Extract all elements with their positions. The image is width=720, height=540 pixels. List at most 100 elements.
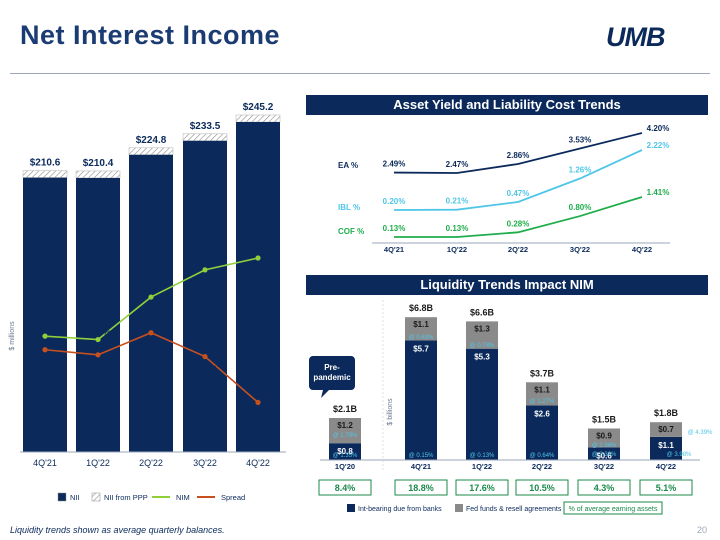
- liquidity-legend-label: % of average earning assets: [569, 506, 658, 513]
- nim-point: [42, 333, 48, 339]
- spread-point: [255, 399, 261, 406]
- fed-funds-rate: @ 2.96%: [592, 443, 617, 449]
- due-from-banks-rate: @ 0.64%: [530, 453, 555, 459]
- nii-legend-swatch: [57, 492, 67, 502]
- ibl-value-label: 1.26%: [569, 166, 592, 175]
- nim-point: [148, 294, 154, 300]
- due-from-banks-label: $0.6: [596, 451, 612, 460]
- fed-funds-rate: @ 0.78%: [470, 343, 495, 349]
- pct-avg-earning-value: 5.1%: [656, 483, 677, 493]
- ppp-bar: [182, 133, 228, 142]
- nim-label: 2.83%: [245, 242, 271, 252]
- cof-value-label: 0.13%: [446, 224, 469, 233]
- ppp-bar: [22, 170, 68, 178]
- nii-value-label: $233.5: [190, 121, 221, 132]
- liquidity-x-tick: 1Q'22: [472, 462, 492, 471]
- pct-avg-earning-box: [639, 479, 693, 496]
- fed-funds-label: $1.1: [534, 385, 550, 394]
- pre-pandemic-label: Pre-: [324, 363, 340, 372]
- spread-point: [202, 353, 208, 360]
- pct-avg-earning-box: [455, 479, 509, 496]
- nii-bar: [76, 177, 120, 452]
- pct-avg-earning-box: [515, 479, 569, 496]
- nii-value-label: $245.2: [243, 102, 274, 113]
- nim-point: [255, 255, 261, 261]
- cof-value-label: 0.80%: [569, 203, 592, 212]
- spread-label: 1.98%: [245, 410, 271, 420]
- cof-value-label: 0.13%: [383, 224, 406, 233]
- spread-label: 2.39%: [138, 341, 164, 351]
- liquidity-x-tick: 1Q'20: [335, 462, 355, 471]
- nii-legend-label: NIM: [176, 493, 190, 502]
- yield-x-tick: 4Q'21: [384, 245, 404, 254]
- liquidity-header: Liquidity Trends Impact NIM: [306, 275, 708, 295]
- fed-funds-bar: [526, 382, 558, 406]
- due-from-banks-bar: [329, 443, 361, 460]
- pct-avg-earning-value: 4.3%: [594, 483, 615, 493]
- umb-logo: UMB: [606, 22, 665, 52]
- fed-funds-rate: @ 0.63%: [409, 335, 434, 341]
- nii-legend-label: NII: [70, 493, 80, 502]
- liquidity-total-label: $6.6B: [470, 307, 495, 317]
- nim-point: [95, 336, 101, 343]
- due-from-banks-label: $5.3: [474, 353, 490, 362]
- nim-label: 2.35%: [85, 327, 111, 337]
- cof-line: [394, 196, 643, 238]
- fed-funds-label: $1.3: [474, 324, 490, 333]
- nii-x-tick: 1Q'22: [86, 458, 110, 468]
- fed-funds-label: $0.7: [658, 425, 674, 434]
- fed-funds-rate: @ 1.79%: [333, 433, 358, 439]
- pct-avg-earning-value: 18.8%: [408, 483, 434, 493]
- nii-bar: [183, 140, 227, 452]
- ea-value-label: 2.49%: [383, 160, 406, 169]
- fed-funds-bar: [329, 418, 361, 444]
- nii-x-tick: 3Q'22: [193, 458, 217, 468]
- footnote: Liquidity trends shown as average quarte…: [10, 525, 225, 535]
- yield-x-tick: 1Q'22: [447, 245, 467, 254]
- liquidity-total-label: $6.8B: [409, 303, 434, 313]
- due-from-banks-rate: @ 1.35%: [333, 453, 358, 459]
- nii-legend-label: Spread: [221, 493, 245, 502]
- cof-value-label: 0.28%: [507, 219, 530, 228]
- liquidity-x-tick: 2Q'22: [532, 462, 552, 471]
- pct-avg-earning-value: 17.6%: [469, 483, 495, 493]
- liquidity-x-tick: 4Q'21: [411, 462, 431, 471]
- spread-point: [148, 330, 154, 336]
- liquidity-total-label: $1.5B: [592, 415, 617, 425]
- yield-x-tick: 4Q'22: [632, 245, 652, 254]
- fed-funds-bar: [405, 317, 437, 341]
- yield-x-tick: 2Q'22: [508, 245, 528, 254]
- fed-funds-bar: [588, 428, 620, 448]
- ea-value-label: 3.53%: [569, 135, 592, 144]
- pct-avg-earning-box: [577, 479, 631, 496]
- ea-line: [393, 132, 643, 174]
- yield-x-tick: 3Q'22: [570, 245, 590, 254]
- nii-value-label: $210.6: [30, 158, 61, 169]
- pre-pandemic-callout: [309, 356, 355, 398]
- due-from-banks-label: $1.1: [658, 441, 674, 450]
- due-from-banks-rate: @ 0.13%: [470, 453, 495, 459]
- nii-legend-swatch: [91, 492, 101, 502]
- ibl-value-label: 0.47%: [507, 189, 530, 198]
- liquidity-x-tick: 3Q'22: [594, 462, 614, 471]
- due-from-banks-label: $5.7: [413, 344, 429, 353]
- nii-bar: [23, 177, 67, 452]
- ea-series-label: EA %: [338, 161, 358, 170]
- liquidity-total-label: $3.7B: [530, 368, 555, 378]
- liquidity-legend-swatch: [455, 504, 463, 512]
- liquidity-legend-swatch: [563, 501, 663, 515]
- due-from-banks-bar: [588, 447, 620, 460]
- ea-value-label: 2.47%: [446, 160, 469, 169]
- nim-label: 2.37%: [32, 323, 58, 333]
- fed-funds-bar: [650, 422, 682, 437]
- cof-value-label: 1.41%: [647, 188, 670, 197]
- pct-avg-earning-box: [318, 479, 372, 496]
- spread-point: [42, 347, 48, 353]
- spread-label: 2.29%: [32, 358, 58, 368]
- due-from-banks-rate: @ 3.98%: [667, 452, 692, 458]
- ppp-bar: [235, 114, 281, 123]
- liquidity-legend-label: Fed funds & resell agreements: [466, 506, 562, 513]
- due-from-banks-label: $2.6: [534, 409, 550, 418]
- due-from-banks-rate: @ 0.15%: [409, 453, 434, 459]
